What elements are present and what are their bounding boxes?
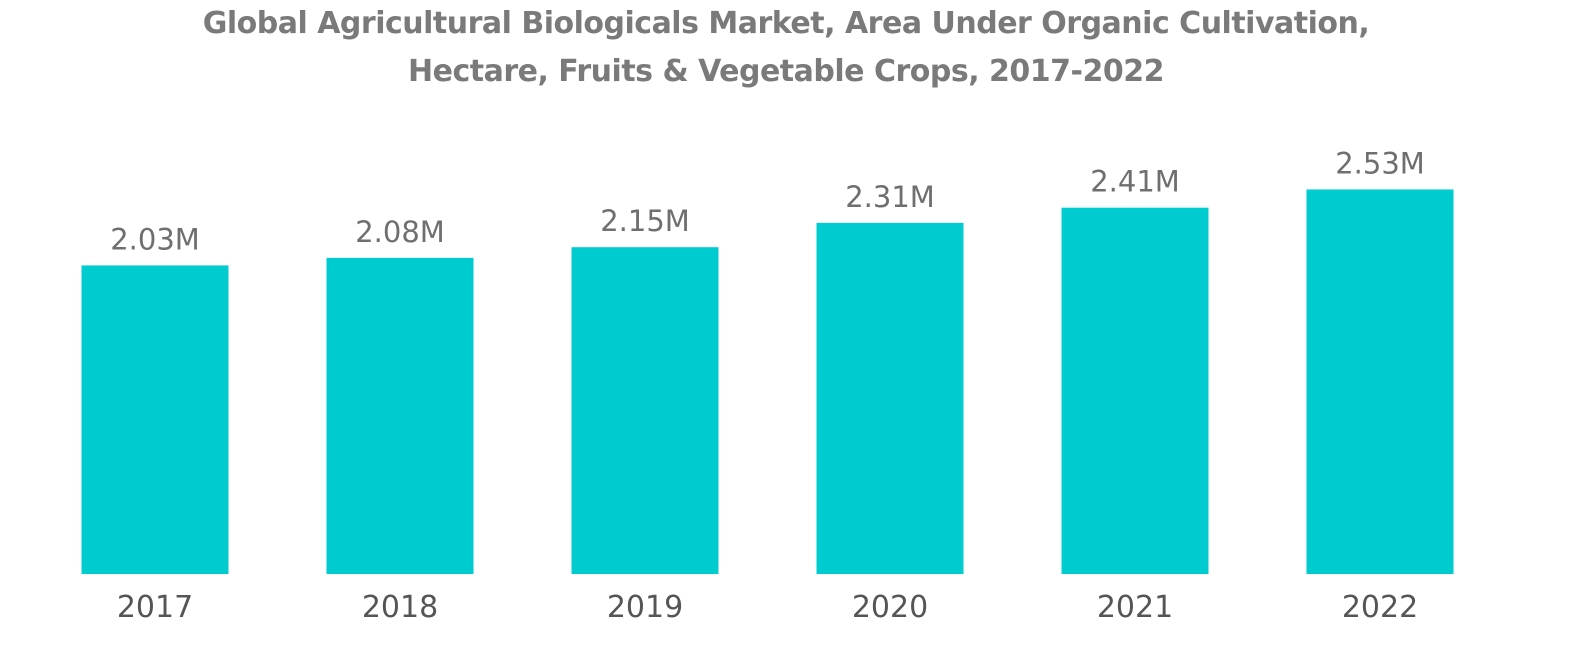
bar-2021 (1061, 207, 1209, 574)
bar-2022 (1306, 189, 1454, 574)
data-label-2020: 2.31M (845, 180, 935, 214)
x-tick-label-2018: 2018 (362, 590, 438, 625)
data-labels-layer: 2.03M 2.08M 2.15M 2.31M 2.41M 2.53M (110, 146, 1425, 256)
data-label-2022: 2.53M (1335, 146, 1425, 180)
data-label-2018: 2.08M (355, 215, 445, 249)
chart-title-line-2: Hectare, Fruits & Vegetable Crops, 2017-… (408, 54, 1164, 89)
x-tick-label-2022: 2022 (1342, 590, 1418, 625)
x-tick-label-2020: 2020 (852, 590, 928, 625)
bars-layer (81, 189, 1454, 574)
x-tick-label-2017: 2017 (117, 590, 193, 625)
data-label-2019: 2.15M (600, 204, 690, 238)
bar-2019 (571, 247, 719, 574)
data-label-2017: 2.03M (110, 222, 200, 256)
chart-title: Global Agricultural Biologicals Market, … (0, 0, 1572, 96)
x-tick-label-2021: 2021 (1097, 590, 1173, 625)
chart-title-line-1: Global Agricultural Biologicals Market, … (202, 6, 1370, 41)
data-label-2021: 2.41M (1090, 165, 1180, 199)
bar-2020 (816, 222, 964, 574)
bar-2017 (81, 265, 229, 574)
x-tick-label-2019: 2019 (607, 590, 683, 625)
x-axis-tick-labels: 2017 2018 2019 2020 2021 2022 (117, 590, 1418, 625)
bar-2018 (326, 257, 474, 574)
